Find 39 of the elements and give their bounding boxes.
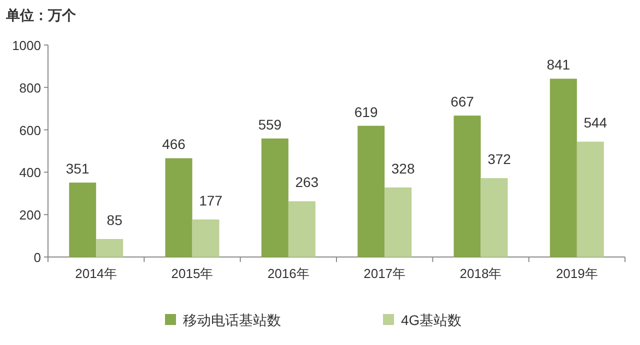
x-tick-label: 2014年 <box>75 266 118 281</box>
legend-label: 4G基站数 <box>401 312 462 328</box>
data-label: 544 <box>584 114 608 131</box>
x-tick-label: 2017年 <box>364 266 406 281</box>
y-tick-label: 400 <box>19 165 41 180</box>
bar <box>69 182 96 257</box>
y-tick-label: 0 <box>34 250 41 265</box>
bar <box>480 178 508 257</box>
bar <box>550 78 577 257</box>
data-label: 177 <box>199 192 223 208</box>
data-label: 841 <box>546 56 570 73</box>
y-axis-title: 单位：万个 <box>5 7 77 23</box>
bar <box>96 238 124 257</box>
x-tick-label: 2019年 <box>556 266 598 281</box>
bar <box>192 219 220 257</box>
data-label: 263 <box>295 174 319 190</box>
bar <box>576 142 604 257</box>
y-tick-label: 200 <box>19 208 41 223</box>
y-tick-label: 800 <box>19 80 41 96</box>
x-tick-label: 2018年 <box>460 266 502 281</box>
data-label: 619 <box>354 104 378 120</box>
data-label: 85 <box>106 212 123 228</box>
x-tick-label: 2016年 <box>267 266 310 281</box>
y-tick-label: 1000 <box>12 38 41 53</box>
x-tick-label: 2015年 <box>171 266 214 281</box>
data-label: 466 <box>162 136 186 152</box>
data-label: 328 <box>391 160 415 176</box>
bar <box>358 126 385 257</box>
data-label: 559 <box>258 116 282 132</box>
y-tick-label: 600 <box>19 122 41 138</box>
data-label: 372 <box>488 151 512 168</box>
bar <box>288 201 316 257</box>
bar <box>384 187 412 257</box>
bar <box>261 138 288 257</box>
data-label: 667 <box>450 94 474 110</box>
legend-label: 移动电话基站数 <box>183 312 281 328</box>
data-label: 351 <box>66 160 90 177</box>
bar <box>165 158 192 257</box>
bar <box>454 116 481 257</box>
